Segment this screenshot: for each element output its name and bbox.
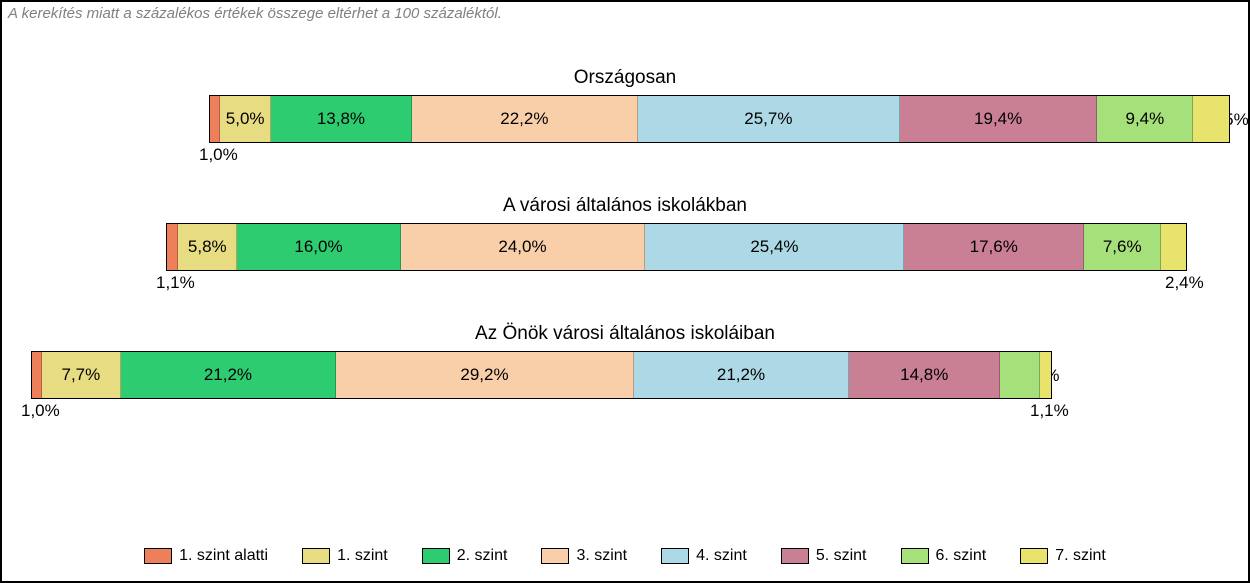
segment-label: 1,1%	[156, 273, 195, 293]
legend-swatch	[661, 548, 689, 564]
bar-segment	[167, 224, 178, 270]
bar-segment: 5,8%	[178, 224, 237, 270]
legend-item: 4. szint	[661, 547, 747, 565]
chart-row: A városi általános iskolákban1,1%2,4%5,8…	[2, 195, 1248, 295]
bar-wrap: 1,0%3,9%1,1%7,7%21,2%29,2%21,2%14,8%	[2, 351, 1248, 423]
legend-item: 1. szint	[302, 547, 388, 565]
legend-label: 4. szint	[696, 547, 747, 565]
bar-segment	[210, 96, 220, 142]
segment-label: 1,0%	[21, 401, 60, 421]
legend-label: 1. szint	[337, 547, 388, 565]
legend-item: 3. szint	[541, 547, 627, 565]
legend-label: 2. szint	[457, 547, 508, 565]
row-title: Országosan	[2, 67, 1248, 89]
bar-segment: 19,4%	[900, 96, 1098, 142]
bar-segment: 21,2%	[634, 352, 850, 398]
bar-wrap: 1,0%3,5%5,0%13,8%22,2%25,7%19,4%9,4%	[2, 95, 1248, 167]
legend-swatch	[1020, 548, 1048, 564]
bar-segment	[1193, 96, 1229, 142]
bar-segment: 7,7%	[42, 352, 120, 398]
stacked-bar: 5,0%13,8%22,2%25,7%19,4%9,4%	[209, 95, 1230, 143]
bar-segment: 9,4%	[1097, 96, 1193, 142]
legend-swatch	[781, 548, 809, 564]
legend-item: 5. szint	[781, 547, 867, 565]
stacked-bar: 5,8%16,0%24,0%25,4%17,6%7,6%	[166, 223, 1187, 271]
bar-segment	[32, 352, 42, 398]
legend-item: 7. szint	[1020, 547, 1106, 565]
bar-segment: 14,8%	[849, 352, 1000, 398]
legend-swatch	[541, 548, 569, 564]
row-title: Az Önök városi általános iskoláiban	[2, 323, 1248, 345]
segment-label: 2,4%	[1165, 273, 1204, 293]
bar-segment: 13,8%	[271, 96, 412, 142]
bar-segment: 25,4%	[645, 224, 904, 270]
legend-label: 3. szint	[576, 547, 627, 565]
bar-segment: 5,0%	[220, 96, 271, 142]
chart-row: Az Önök városi általános iskoláiban1,0%3…	[2, 323, 1248, 423]
bar-segment	[1000, 352, 1040, 398]
bar-segment: 16,0%	[237, 224, 400, 270]
bar-wrap: 1,1%2,4%5,8%16,0%24,0%25,4%17,6%7,6%	[2, 223, 1248, 295]
legend-label: 6. szint	[936, 547, 987, 565]
legend-swatch	[901, 548, 929, 564]
chart-frame: A kerekítés miatt a százalékos értékek ö…	[0, 0, 1250, 583]
bar-segment: 29,2%	[336, 352, 633, 398]
legend-item: 2. szint	[422, 547, 508, 565]
chart-area: Országosan 1,0%3,5%5,0%13,8%22,2%25,7%19,…	[2, 67, 1248, 451]
legend-item: 6. szint	[901, 547, 987, 565]
chart-row: Országosan 1,0%3,5%5,0%13,8%22,2%25,7%19,…	[2, 67, 1248, 167]
bar-segment: 21,2%	[121, 352, 337, 398]
legend-swatch	[144, 548, 172, 564]
legend-swatch	[422, 548, 450, 564]
bar-segment: 17,6%	[904, 224, 1084, 270]
row-title: A városi általános iskolákban	[2, 195, 1248, 217]
bar-segment: 24,0%	[401, 224, 646, 270]
legend-label: 7. szint	[1055, 547, 1106, 565]
segment-label: 1,1%	[1030, 401, 1069, 421]
bar-segment: 25,7%	[638, 96, 900, 142]
bar-segment	[1040, 352, 1051, 398]
stacked-bar: 7,7%21,2%29,2%21,2%14,8%	[31, 351, 1052, 399]
legend-item: 1. szint alatti	[144, 547, 268, 565]
legend: 1. szint alatti 1. szint 2. szint 3. szint 4…	[2, 547, 1248, 565]
bar-segment	[1161, 224, 1185, 270]
bar-segment: 7,6%	[1084, 224, 1162, 270]
legend-swatch	[302, 548, 330, 564]
legend-label: 1. szint alatti	[179, 547, 268, 565]
legend-label: 5. szint	[816, 547, 867, 565]
segment-label: 1,0%	[199, 145, 238, 165]
bar-segment: 22,2%	[412, 96, 638, 142]
rounding-note: A kerekítés miatt a százalékos értékek ö…	[8, 5, 502, 22]
